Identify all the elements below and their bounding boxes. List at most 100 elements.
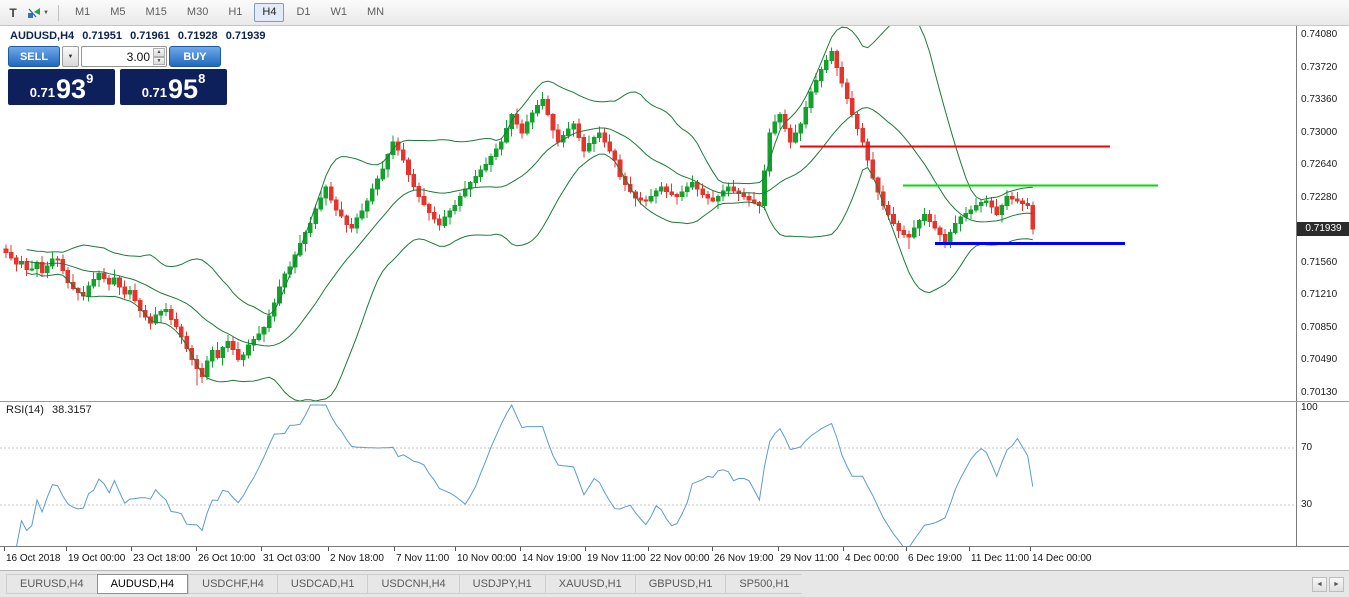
close-value: 0.71939	[225, 30, 266, 42]
time-axis[interactable]: 16 Oct 2018 19 Oct 00:00 23 Oct 18:00 26 Oc…	[0, 546, 1349, 570]
time-axis-label: 10 Nov 00:00	[457, 553, 517, 564]
timeframe-button-h1[interactable]: H1	[228, 6, 243, 18]
main-chart-area[interactable]: AUDUSD,H4 0.71951 0.71961 0.71928 0.7193…	[0, 26, 1296, 401]
rsi-axis-label: 70	[1301, 441, 1313, 453]
price-axis-label: 0.71210	[1301, 289, 1338, 301]
rsi-axis[interactable]: 100 70 30	[1296, 402, 1349, 546]
price-axis[interactable]: 0.71939 0.74080 0.73720 0.73360 0.73000 0.72…	[1296, 26, 1349, 401]
open-value: 0.71951	[82, 30, 123, 42]
price-axis-label: 0.73720	[1301, 61, 1338, 73]
rsi-pane[interactable]: RSI(14) 38.3157	[0, 402, 1296, 546]
chart-tab-usdcnhh4[interactable]: USDCNH,H4	[367, 574, 459, 594]
sell-price-pipette: 9	[86, 71, 94, 86]
time-axis-tick	[455, 547, 456, 551]
low-value: 0.71928	[177, 30, 218, 42]
time-axis-tick	[778, 547, 779, 551]
price-axis-label: 0.70850	[1301, 321, 1338, 333]
time-axis-label: 26 Nov 19:00	[714, 553, 774, 564]
timeframe-button-mn[interactable]: MN	[367, 6, 385, 18]
chevron-down-icon: ▼	[43, 9, 49, 16]
time-axis-label: 14 Nov 19:00	[522, 553, 582, 564]
time-axis-tick	[261, 547, 262, 551]
time-axis-tick	[131, 547, 132, 551]
one-click-trade-panel: SELL ▼ ▲ ▼ BUY 0.71 93 9	[8, 46, 230, 105]
time-axis-label: 23 Oct 18:00	[133, 553, 191, 564]
pane-separator[interactable]	[0, 401, 1349, 402]
timeframe-button-m5[interactable]: M5	[110, 6, 126, 18]
rsi-header: RSI(14) 38.3157	[6, 404, 92, 416]
rsi-axis-label: 100	[1301, 402, 1318, 413]
sell-price-display[interactable]: 0.71 93 9	[8, 69, 115, 105]
time-axis-label: 2 Nov 18:00	[330, 553, 384, 564]
price-axis-label: 0.71560	[1301, 257, 1338, 269]
time-axis-tick	[712, 547, 713, 551]
buy-price-big-digits: 95	[168, 74, 199, 104]
time-axis-tick	[394, 547, 395, 551]
drawing-tools-icon	[27, 6, 41, 20]
tab-scroll-left-button[interactable]: ◄	[1312, 577, 1327, 592]
buy-price-prefix: 0.71	[141, 85, 168, 100]
price-axis-label: 0.73360	[1301, 94, 1338, 106]
time-axis-label: 22 Nov 00:00	[650, 553, 710, 564]
high-value: 0.71961	[130, 30, 170, 42]
chart-tab-sp500h1[interactable]: SP500,H1	[725, 574, 803, 594]
time-axis-label: 31 Oct 03:00	[263, 553, 321, 564]
volume-dropdown-button[interactable]: ▼	[62, 46, 79, 67]
time-axis-label: 4 Dec 00:00	[845, 553, 899, 564]
timeframe-button-m30[interactable]: M30	[186, 6, 209, 18]
volume-spinner-up[interactable]: ▲	[153, 48, 165, 57]
time-axis-label: 16 Oct 2018	[6, 553, 61, 564]
candlestick-chart[interactable]	[0, 26, 1296, 401]
timeframe-button-w1[interactable]: W1	[330, 6, 348, 18]
volume-input[interactable]	[81, 46, 167, 67]
chart-tab-usdcadh1[interactable]: USDCAD,H1	[276, 574, 368, 594]
time-axis-tick	[843, 547, 844, 551]
chart-tab-xauusdh1[interactable]: XAUUSD,H1	[544, 574, 635, 594]
volume-spinner-down[interactable]: ▼	[153, 56, 165, 65]
time-axis-tick	[969, 547, 970, 551]
time-axis-tick	[906, 547, 907, 551]
drawing-tools-button[interactable]: ▼	[26, 3, 50, 23]
symbol-label: AUDUSD,H4	[10, 30, 75, 42]
time-axis-tick	[1030, 547, 1031, 551]
rsi-chart[interactable]	[0, 402, 1296, 546]
sell-button[interactable]: SELL	[8, 46, 60, 67]
time-axis-label: 29 Nov 11:00	[780, 553, 839, 564]
chart-tab-usdchfh4[interactable]: USDCHF,H4	[188, 574, 277, 594]
buy-button[interactable]: BUY	[169, 46, 221, 67]
chart-type-button[interactable]: T	[9, 5, 17, 20]
time-axis-tick	[196, 547, 197, 551]
time-axis-tick	[328, 547, 329, 551]
sell-price-big-digits: 93	[56, 74, 87, 104]
chart-tab-audusdh4[interactable]: AUDUSD,H4	[96, 574, 189, 594]
timeframe-button-m1[interactable]: M1	[74, 6, 91, 18]
time-axis-label: 19 Nov 11:00	[587, 553, 646, 564]
sell-price-prefix: 0.71	[29, 85, 56, 100]
time-axis-label: 26 Oct 10:00	[198, 553, 256, 564]
price-axis-label: 0.72640	[1301, 159, 1338, 171]
tab-scroll-right-button[interactable]: ►	[1329, 577, 1344, 592]
timeframe-button-d1[interactable]: D1	[296, 6, 311, 18]
time-axis-label: 14 Dec 00:00	[1032, 553, 1092, 564]
current-price-tag: 0.71939	[1297, 221, 1349, 236]
time-axis-label: 19 Oct 00:00	[68, 553, 126, 564]
timeframe-button-h4[interactable]: H4	[254, 3, 285, 22]
price-axis-label: 0.74080	[1301, 28, 1338, 40]
chart-tab-usdjpyh1[interactable]: USDJPY,H1	[458, 574, 545, 594]
buy-price-pipette: 8	[198, 71, 206, 86]
buy-price-display[interactable]: 0.71 95 8	[120, 69, 227, 105]
timeframe-button-m15[interactable]: M15	[145, 6, 167, 18]
price-axis-label: 0.70490	[1301, 354, 1338, 366]
time-axis-label: 11 Dec 11:00	[971, 553, 1030, 564]
chart-tab-gbpusdh1[interactable]: GBPUSD,H1	[634, 574, 726, 594]
toolbar-separator	[57, 4, 59, 21]
rsi-indicator-label: RSI(14)	[6, 404, 44, 416]
rsi-current-value: 38.3157	[51, 404, 92, 416]
chart-tab-bar: EURUSD,H4 AUDUSD,H4 USDCHF,H4 USDCAD,H1 USDC…	[0, 570, 1349, 597]
timeframe-buttons: M1 M5 M15 M30 H1 H4 D1 W1 MN	[67, 3, 392, 22]
time-axis-label: 6 Dec 19:00	[908, 553, 962, 564]
time-axis-tick	[520, 547, 521, 551]
price-axis-label: 0.70130	[1301, 386, 1338, 398]
chart-tab-eurusdh4[interactable]: EURUSD,H4	[6, 574, 97, 594]
